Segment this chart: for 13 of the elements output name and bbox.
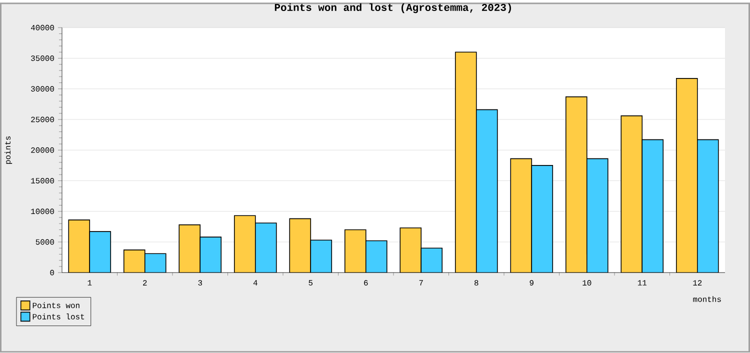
bar <box>676 78 698 273</box>
bar <box>510 158 532 273</box>
bar <box>234 215 256 273</box>
bar <box>620 116 643 273</box>
bar <box>68 220 90 273</box>
bar <box>400 228 422 273</box>
chart-title: Points won and lost (Agrostemma, 2023) <box>274 4 511 14</box>
bar <box>178 224 201 273</box>
bar <box>289 218 312 273</box>
bar <box>454 52 477 273</box>
bar <box>344 230 366 273</box>
bar <box>123 250 146 273</box>
bar <box>565 96 588 273</box>
